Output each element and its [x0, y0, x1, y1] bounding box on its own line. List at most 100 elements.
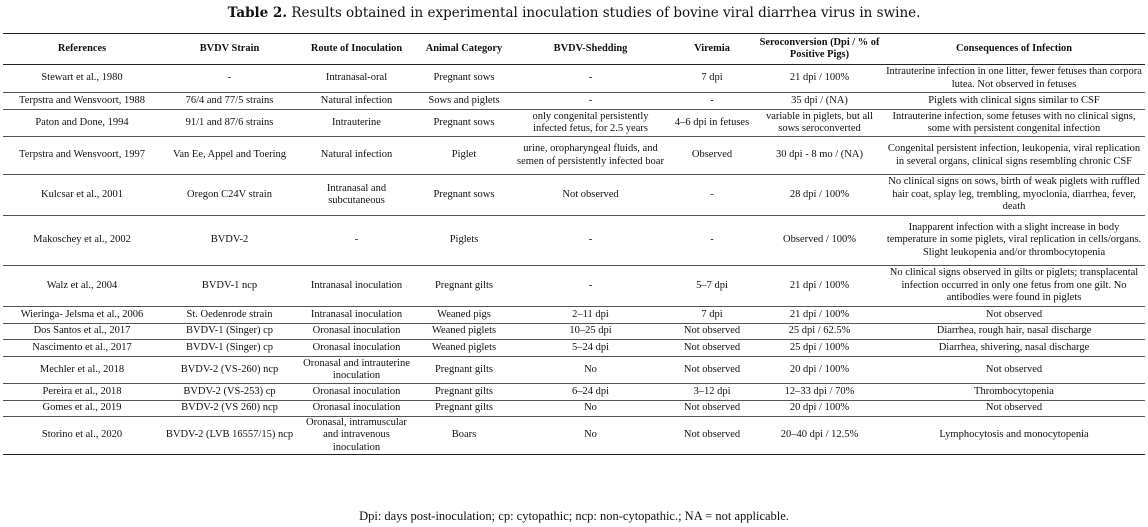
- cell-consequences: Diarrhea, shivering, nasal discharge: [938, 341, 1090, 353]
- table-row: Dos Santos et al., 2017 BVDV-1 (Singer) c…: [3, 324, 1145, 340]
- header-route: Route of Inoculation: [310, 43, 403, 54]
- cell-shedding: No: [584, 429, 597, 441]
- cell-reference: Pereira et al., 2018: [42, 385, 122, 397]
- cell-strain: BVDV-2 (VS-260) ncp: [180, 363, 279, 375]
- cell-animal-category: Boars: [451, 429, 477, 441]
- cell-strain: 76/4 and 77/5 strains: [185, 94, 274, 106]
- cell-consequences: Diarrhea, rough hair, nasal discharge: [936, 325, 1092, 337]
- cell-seroconversion: 25 dpi / 100%: [789, 341, 850, 353]
- cell-viremia: 5–7 dpi: [696, 279, 728, 291]
- cell-route: -: [354, 234, 359, 246]
- cell-seroconversion: 28 dpi / 100%: [789, 188, 850, 200]
- cell-consequences: Congenital persistent infection, leukope…: [887, 143, 1141, 167]
- cell-animal-category: Pregnant gilts: [434, 402, 494, 414]
- cell-animal-category: Weaned pigs: [437, 308, 491, 320]
- cell-shedding: -: [588, 234, 593, 246]
- cell-consequences: Lymphocytosis and monocytopenia: [939, 429, 1089, 441]
- cell-reference: Terpstra and Wensvoort, 1988: [19, 94, 145, 106]
- cell-reference: Gomes et al., 2019: [42, 402, 122, 414]
- header-consequences: Consequences of Infection: [955, 43, 1073, 54]
- cell-strain: BVDV-2 (LVB 16557/15) ncp: [165, 429, 294, 441]
- cell-animal-category: Pregnant sows: [433, 188, 495, 200]
- cell-route: Natural infection: [320, 94, 393, 106]
- cell-reference: Storino et al., 2020: [41, 429, 123, 441]
- cell-viremia: -: [710, 234, 714, 246]
- cell-seroconversion: Observed / 100%: [783, 234, 856, 246]
- cell-reference: Dos Santos et al., 2017: [33, 325, 131, 337]
- cell-reference: Paton and Done, 1994: [35, 116, 129, 128]
- cell-consequences: Not observed: [985, 402, 1043, 414]
- results-table: References BVDV Strain Route of Inoculat…: [3, 33, 1145, 455]
- cell-seroconversion: 21 dpi / 100%: [789, 279, 850, 291]
- cell-seroconversion: 20–40 dpi / 12.5%: [780, 429, 859, 441]
- cell-shedding: No: [584, 363, 597, 375]
- cell-route: Intranasal-oral: [325, 72, 388, 84]
- cell-strain: 91/1 and 87/6 strains: [185, 116, 274, 128]
- cell-consequences: Intrauterine infection, some fetuses wit…: [892, 110, 1136, 134]
- cell-viremia: Observed: [691, 149, 733, 161]
- cell-consequences: Thrombocytopenia: [974, 385, 1054, 397]
- cell-shedding: only congenital persistently infected fe…: [532, 110, 649, 134]
- cell-shedding: 6–24 dpi: [571, 385, 610, 397]
- cell-viremia: Not observed: [683, 402, 741, 414]
- table-row: Storino et al., 2020 BVDV-2 (LVB 16557/15…: [3, 417, 1145, 455]
- cell-reference: Mechler et al., 2018: [39, 363, 125, 375]
- cell-reference: Walz et al., 2004: [46, 279, 118, 291]
- header-bvdv-strain: BVDV Strain: [199, 43, 260, 54]
- cell-viremia: -: [710, 188, 714, 200]
- cell-seroconversion: 30 dpi - 8 mo / (NA): [776, 149, 863, 161]
- table-row: Stewart et al., 1980 - Intranasal-oral Preg…: [3, 65, 1145, 93]
- cell-seroconversion: 21 dpi / 100%: [789, 308, 850, 320]
- table-row: Gomes et al., 2019 BVDV-2 (VS 260) ncp Oro…: [3, 401, 1145, 417]
- cell-shedding: 5–24 dpi: [571, 341, 610, 353]
- cell-consequences: Inapparent infection with a slight incre…: [886, 221, 1142, 258]
- table-header-row: References BVDV Strain Route of Inoculat…: [3, 33, 1145, 65]
- cell-animal-category: Pregnant gilts: [434, 279, 494, 291]
- table-caption: Table 2. Results obtained in experimenta…: [0, 4, 1148, 22]
- cell-route: Intranasal inoculation: [310, 308, 403, 320]
- cell-viremia: Not observed: [683, 429, 741, 441]
- cell-seroconversion: 35 dpi / (NA): [791, 94, 848, 106]
- cell-route: Natural infection: [320, 149, 393, 161]
- table-row: Wieringa- Jelsma et al., 2006 St. Oedenro…: [3, 307, 1145, 324]
- cell-consequences: No clinical signs observed in gilts or p…: [889, 267, 1139, 304]
- header-references: References: [57, 43, 107, 54]
- table-caption-text: Results obtained in experimental inocula…: [291, 5, 921, 21]
- cell-reference: Terpstra and Wensvoort, 1997: [19, 149, 145, 161]
- cell-strain: BVDV-2: [210, 234, 249, 246]
- cell-route: Oronasal inoculation: [312, 325, 401, 337]
- cell-strain: BVDV-1 (Singer) cp: [185, 325, 274, 337]
- cell-strain: St. Oedenrode strain: [186, 308, 273, 320]
- cell-animal-category: Weaned piglets: [431, 341, 497, 353]
- cell-shedding: No: [584, 402, 597, 414]
- table-footnote: Dpi: days post-inoculation; cp: cytopath…: [359, 509, 789, 523]
- cell-shedding: 2–11 dpi: [572, 308, 609, 320]
- cell-animal-category: Pregnant sows: [433, 116, 495, 128]
- table-row: Makoschey et al., 2002 BVDV-2 - Piglets - - Ob…: [3, 216, 1145, 266]
- cell-shedding: -: [588, 279, 593, 291]
- cell-route: Oronasal inoculation: [312, 385, 401, 397]
- table-row: Pereira et al., 2018 BVDV-2 (VS-253) cp Or…: [3, 384, 1145, 401]
- header-viremia: Viremia: [694, 43, 730, 54]
- table-row: Kulcsar et al., 2001 Oregon C24V strain In…: [3, 175, 1145, 216]
- cell-strain: Oregon C24V strain: [187, 188, 272, 200]
- cell-strain: BVDV-2 (VS 260) ncp: [181, 402, 278, 414]
- cell-shedding: Not observed: [562, 188, 619, 200]
- cell-reference: Kulcsar et al., 2001: [41, 188, 123, 200]
- cell-viremia: Not observed: [683, 341, 741, 353]
- cell-viremia: Not observed: [683, 363, 741, 375]
- cell-route: Intranasal inoculation: [310, 279, 403, 291]
- cell-shedding: -: [588, 72, 593, 84]
- cell-consequences: Piglets with clinical signs similar to C…: [928, 94, 1100, 106]
- cell-seroconversion: 12–33 dpi / 70%: [784, 385, 855, 397]
- cell-reference: Makoschey et al., 2002: [33, 234, 131, 246]
- cell-animal-category: Pregnant gilts: [434, 385, 494, 397]
- cell-strain: BVDV-2 (VS-253) cp: [183, 385, 276, 397]
- cell-viremia: 4–6 dpi in fetuses: [674, 116, 750, 128]
- cell-viremia: 3–12 dpi: [693, 385, 731, 397]
- cell-route: Oronasal and intrauterine inoculation: [303, 357, 410, 381]
- cell-reference: Wieringa- Jelsma et al., 2006: [20, 308, 144, 320]
- cell-animal-category: Sows and piglets: [428, 94, 500, 106]
- table-row: Terpstra and Wensvoort, 1997 Van Ee, Appe…: [3, 137, 1145, 175]
- cell-animal-category: Pregnant gilts: [434, 363, 494, 375]
